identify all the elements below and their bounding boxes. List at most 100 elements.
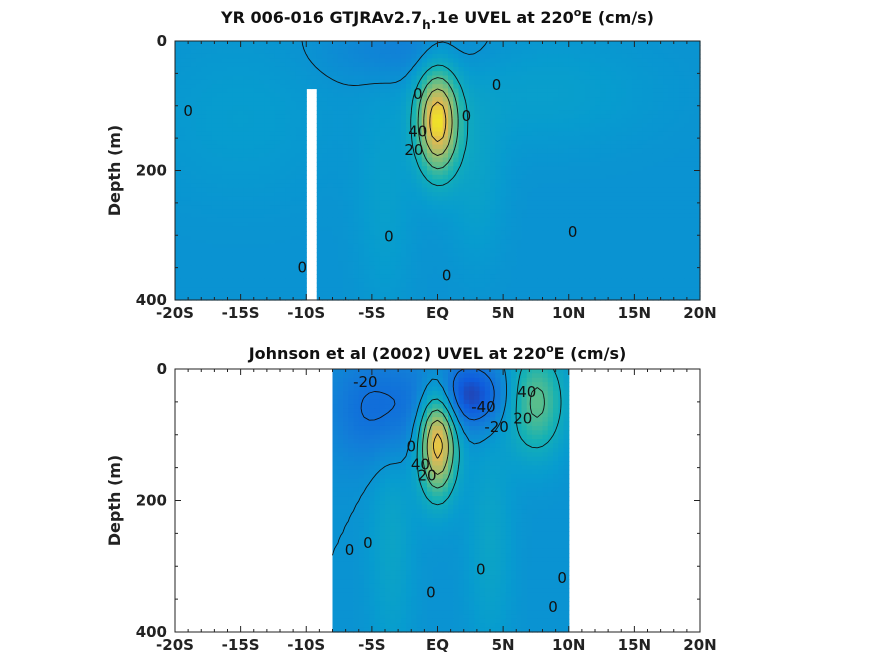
heatmap-cell [280, 84, 286, 90]
heatmap-cell [201, 79, 208, 85]
heatmap-cell [379, 84, 386, 90]
heatmap-cell [605, 187, 612, 193]
heatmap-cell [290, 84, 297, 90]
heatmap-cell [689, 84, 696, 90]
heatmap-cell [511, 101, 517, 107]
heatmap-cell [584, 110, 591, 115]
heatmap-cell [327, 196, 334, 202]
heatmap-cell [411, 222, 418, 228]
heatmap-cell [563, 118, 570, 124]
heatmap-cell [217, 79, 223, 85]
heatmap-cell [348, 153, 355, 159]
heatmap-cell [395, 66, 402, 72]
heatmap-cell [316, 58, 323, 64]
heatmap-cell [626, 110, 633, 115]
heatmap-cell [274, 101, 281, 107]
heatmap-cell [647, 114, 654, 120]
heatmap-cell [385, 192, 391, 197]
heatmap-cell [301, 114, 307, 120]
heatmap-cell [589, 144, 596, 150]
heatmap-cell [658, 230, 664, 236]
heatmap-cell [385, 97, 391, 103]
heatmap-cell [537, 148, 544, 154]
heatmap-cell [595, 79, 601, 85]
heatmap-cell [453, 222, 460, 228]
heatmap-cell [432, 187, 439, 193]
heatmap-cell [421, 222, 428, 228]
heatmap-cell [500, 230, 507, 236]
heatmap-cell [631, 213, 638, 219]
heatmap-cell [259, 230, 265, 236]
heatmap-cell [295, 118, 302, 124]
heatmap-cell [358, 153, 365, 159]
heatmap-cell [432, 62, 439, 68]
heatmap-cell [600, 196, 607, 202]
heatmap-cell [201, 243, 208, 249]
heatmap-cell [647, 84, 654, 90]
heatmap-cell [327, 248, 334, 254]
heatmap-cell [537, 157, 544, 163]
heatmap-cell [316, 140, 323, 146]
heatmap-cell [269, 140, 276, 146]
heatmap-cell [222, 79, 229, 85]
heatmap-cell [301, 213, 307, 219]
heatmap-cell [668, 62, 675, 68]
heatmap-cell [626, 66, 633, 72]
heatmap-cell [227, 92, 234, 98]
heatmap-cell [343, 239, 349, 245]
heatmap-cell [238, 92, 244, 98]
heatmap-cell [358, 157, 365, 163]
heatmap-cell [516, 205, 523, 210]
heatmap-cell [579, 192, 586, 197]
heatmap-cell [484, 97, 491, 103]
heatmap-cell [180, 114, 187, 120]
heatmap-cell [316, 62, 323, 68]
heatmap-cell [259, 41, 265, 46]
heatmap-cell [469, 161, 475, 167]
heatmap-cell [421, 45, 428, 51]
heatmap-cell [595, 226, 601, 232]
heatmap-cell [610, 71, 617, 77]
heatmap-cell [469, 239, 475, 245]
heatmap-cell [295, 123, 302, 128]
heatmap-cell [259, 252, 265, 258]
heatmap-cell [463, 183, 470, 189]
heatmap-cell [521, 79, 528, 85]
heatmap-cell [490, 170, 496, 176]
heatmap-cell [390, 41, 397, 46]
heatmap-cell [400, 84, 407, 90]
heatmap-cell [201, 140, 208, 146]
heatmap-cell [442, 174, 449, 180]
heatmap-cell [663, 205, 670, 210]
heatmap-cell [232, 144, 239, 150]
heatmap-cell [175, 235, 181, 241]
heatmap-cell [532, 187, 538, 193]
heatmap-cell [190, 235, 197, 241]
heatmap-cell [474, 118, 481, 124]
heatmap-cell [658, 123, 664, 128]
heatmap-cell [490, 226, 496, 232]
heatmap-cell [201, 166, 208, 172]
heatmap-cell [295, 45, 302, 51]
heatmap-cell [395, 97, 402, 103]
heatmap-cell [385, 62, 391, 68]
heatmap-cell [280, 71, 286, 77]
heatmap-cell [274, 187, 281, 193]
heatmap-cell [668, 179, 675, 185]
heatmap-cell [311, 49, 318, 55]
heatmap-cell [274, 58, 281, 64]
heatmap-cell [280, 170, 286, 176]
heatmap-cell [222, 140, 229, 146]
heatmap-cell [537, 110, 544, 115]
heatmap-cell [227, 192, 234, 197]
heatmap-cell [238, 97, 244, 103]
heatmap-cell [579, 248, 586, 254]
heatmap-cell [600, 174, 607, 180]
heatmap-cell [175, 131, 181, 137]
heatmap-cell [180, 217, 187, 223]
heatmap-cell [553, 243, 559, 249]
heatmap-cell [663, 140, 670, 146]
heatmap-cell [469, 256, 475, 262]
heatmap-cell [190, 97, 197, 103]
heatmap-cell [385, 243, 391, 249]
